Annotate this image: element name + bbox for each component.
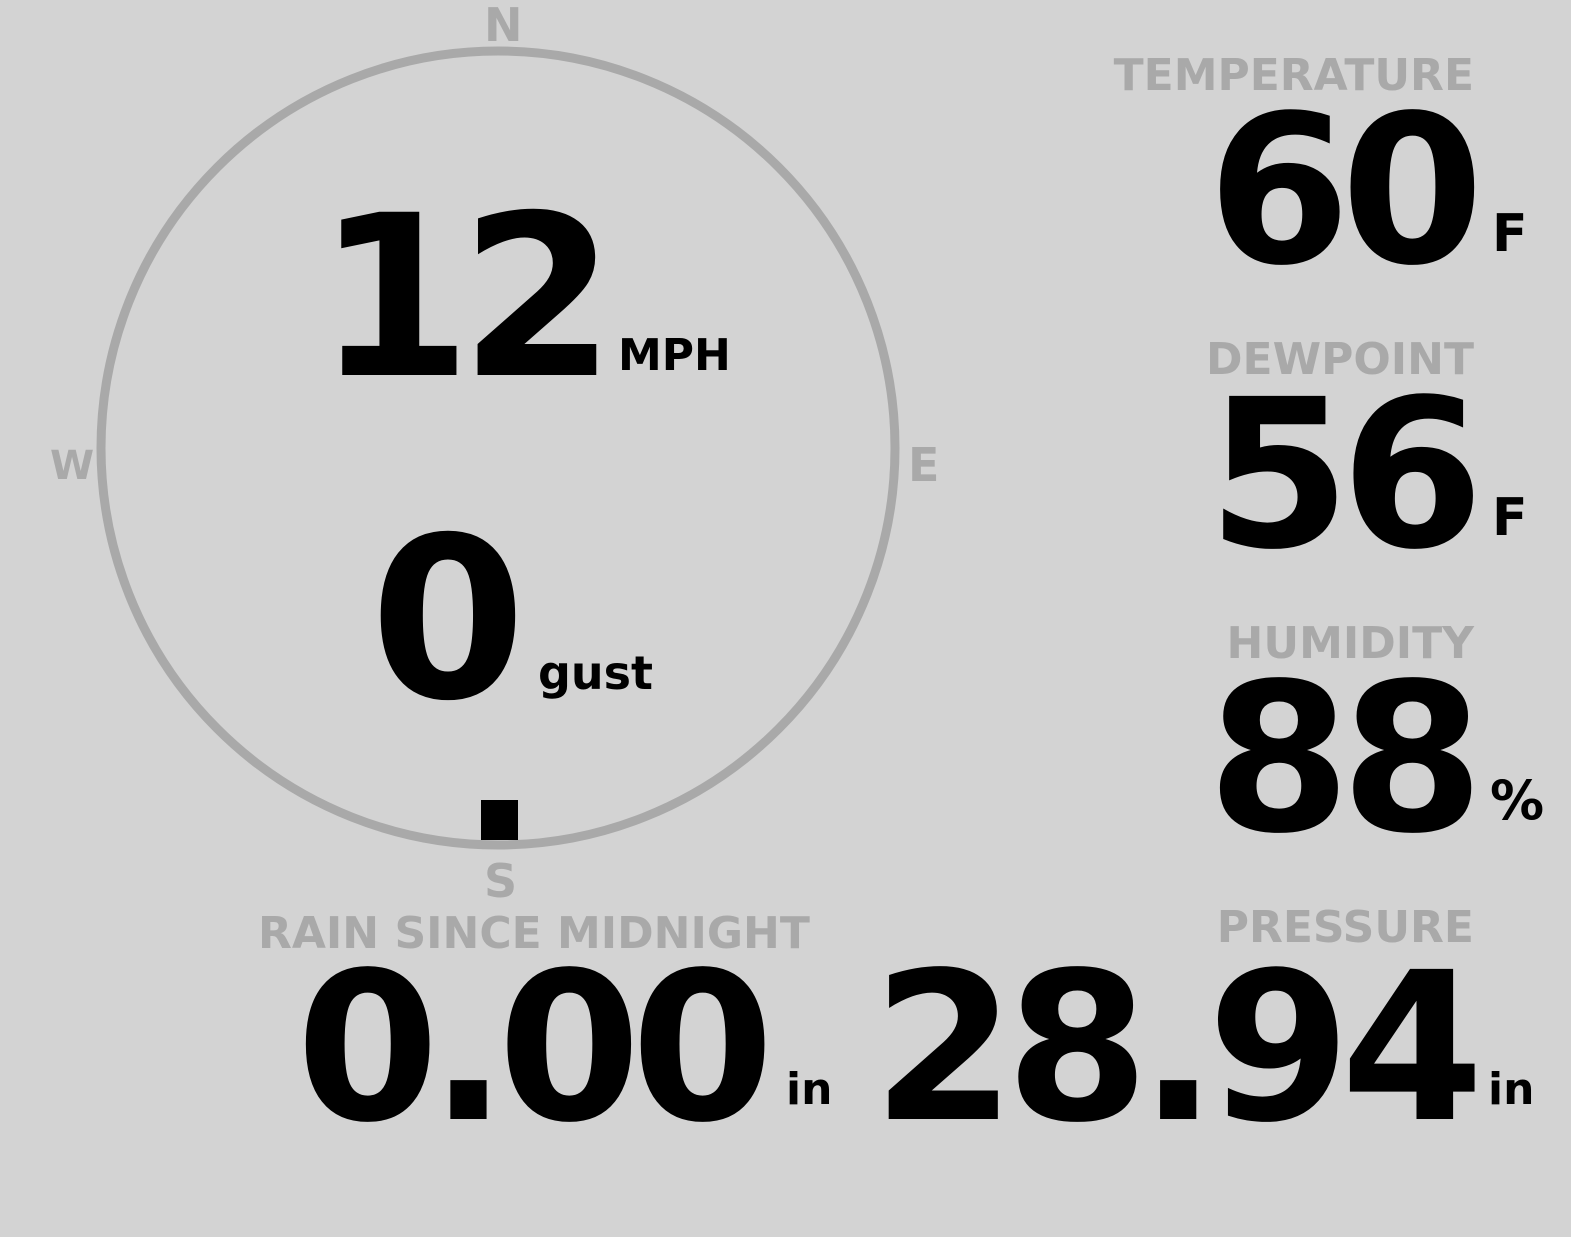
wind-gust: 0	[370, 489, 526, 750]
pressure-unit: in	[1488, 1064, 1535, 1115]
temperature-unit: F	[1492, 204, 1528, 264]
compass-s: S	[484, 854, 518, 908]
rain-value: 0.00	[296, 928, 774, 1168]
compass-e: E	[908, 438, 940, 492]
rain-label: RAIN SINCE MIDNIGHT	[258, 908, 810, 959]
temperature-value: 60	[1207, 71, 1484, 311]
humidity-label: HUMIDITY	[1226, 618, 1474, 669]
compass-w: W	[50, 443, 95, 489]
temperature-label: TEMPERATURE	[1113, 50, 1474, 101]
wind-speed-unit: MPH	[618, 330, 731, 381]
wind-direction-marker	[481, 800, 518, 840]
humidity-value: 88	[1207, 639, 1484, 879]
compass-ring	[96, 46, 900, 850]
humidity-unit: %	[1490, 769, 1545, 832]
wind-speed: 12	[316, 167, 616, 428]
wind-gust-unit: gust	[538, 646, 654, 700]
dewpoint-unit: F	[1492, 488, 1528, 548]
rain-unit: in	[786, 1064, 833, 1115]
wind-compass	[96, 46, 900, 850]
dewpoint-label: DEWPOINT	[1206, 334, 1474, 385]
pressure-value: 28.94	[872, 928, 1484, 1168]
pressure-label: PRESSURE	[1216, 902, 1474, 953]
dewpoint-value: 56	[1207, 355, 1484, 595]
compass-n: N	[484, 0, 523, 52]
